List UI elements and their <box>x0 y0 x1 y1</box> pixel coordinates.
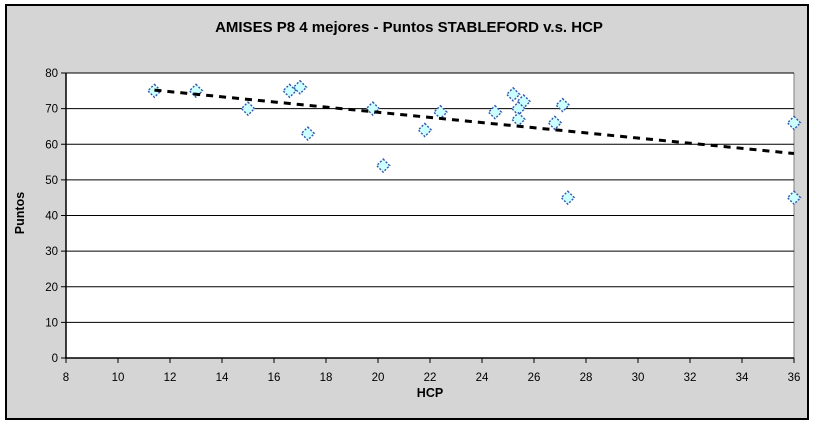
x-tick-label: 30 <box>632 372 645 384</box>
data-point[interactable] <box>417 122 433 138</box>
x-axis-title: HCP <box>416 386 444 400</box>
y-tick-label: 80 <box>45 68 58 80</box>
x-tick-label: 12 <box>164 372 177 384</box>
data-point[interactable] <box>547 115 563 131</box>
x-tick-label: 10 <box>112 372 125 384</box>
x-tick-label: 26 <box>528 372 541 384</box>
y-axis-title: Puntos <box>13 191 27 235</box>
data-point[interactable] <box>300 126 316 142</box>
y-tick-label: 30 <box>45 246 58 258</box>
data-point[interactable] <box>292 79 308 95</box>
data-point[interactable] <box>786 190 802 206</box>
data-point[interactable] <box>786 115 802 131</box>
x-tick-label: 14 <box>216 372 229 384</box>
data-point[interactable] <box>240 101 256 117</box>
data-point[interactable] <box>487 104 503 120</box>
y-tick-label: 60 <box>45 139 58 151</box>
x-tick-label: 32 <box>684 372 697 384</box>
data-point[interactable] <box>555 97 571 113</box>
x-tick-label: 36 <box>788 372 801 384</box>
x-tick-label: 28 <box>580 372 593 384</box>
x-tick-label: 24 <box>476 372 489 384</box>
data-point[interactable] <box>505 86 521 102</box>
x-tick-label: 8 <box>63 372 69 384</box>
data-point[interactable] <box>560 190 576 206</box>
data-point[interactable] <box>282 83 298 99</box>
y-tick-label: 70 <box>45 104 58 116</box>
y-tick-label: 20 <box>45 282 58 294</box>
trendline <box>154 88 795 156</box>
x-tick-label: 34 <box>736 372 749 384</box>
x-tick-label: 20 <box>372 372 385 384</box>
y-tick-label: 40 <box>45 211 58 223</box>
data-point[interactable] <box>375 158 391 174</box>
y-tick-label: 10 <box>45 317 58 329</box>
x-tick-label: 18 <box>320 372 333 384</box>
x-tick-label: 22 <box>424 372 437 384</box>
y-tick-label: 50 <box>45 175 58 187</box>
y-tick-label: 0 <box>52 353 58 365</box>
x-tick-label: 16 <box>268 372 281 384</box>
chart-title: AMISES P8 4 mejores - Puntos STABLEFORD … <box>215 19 603 36</box>
